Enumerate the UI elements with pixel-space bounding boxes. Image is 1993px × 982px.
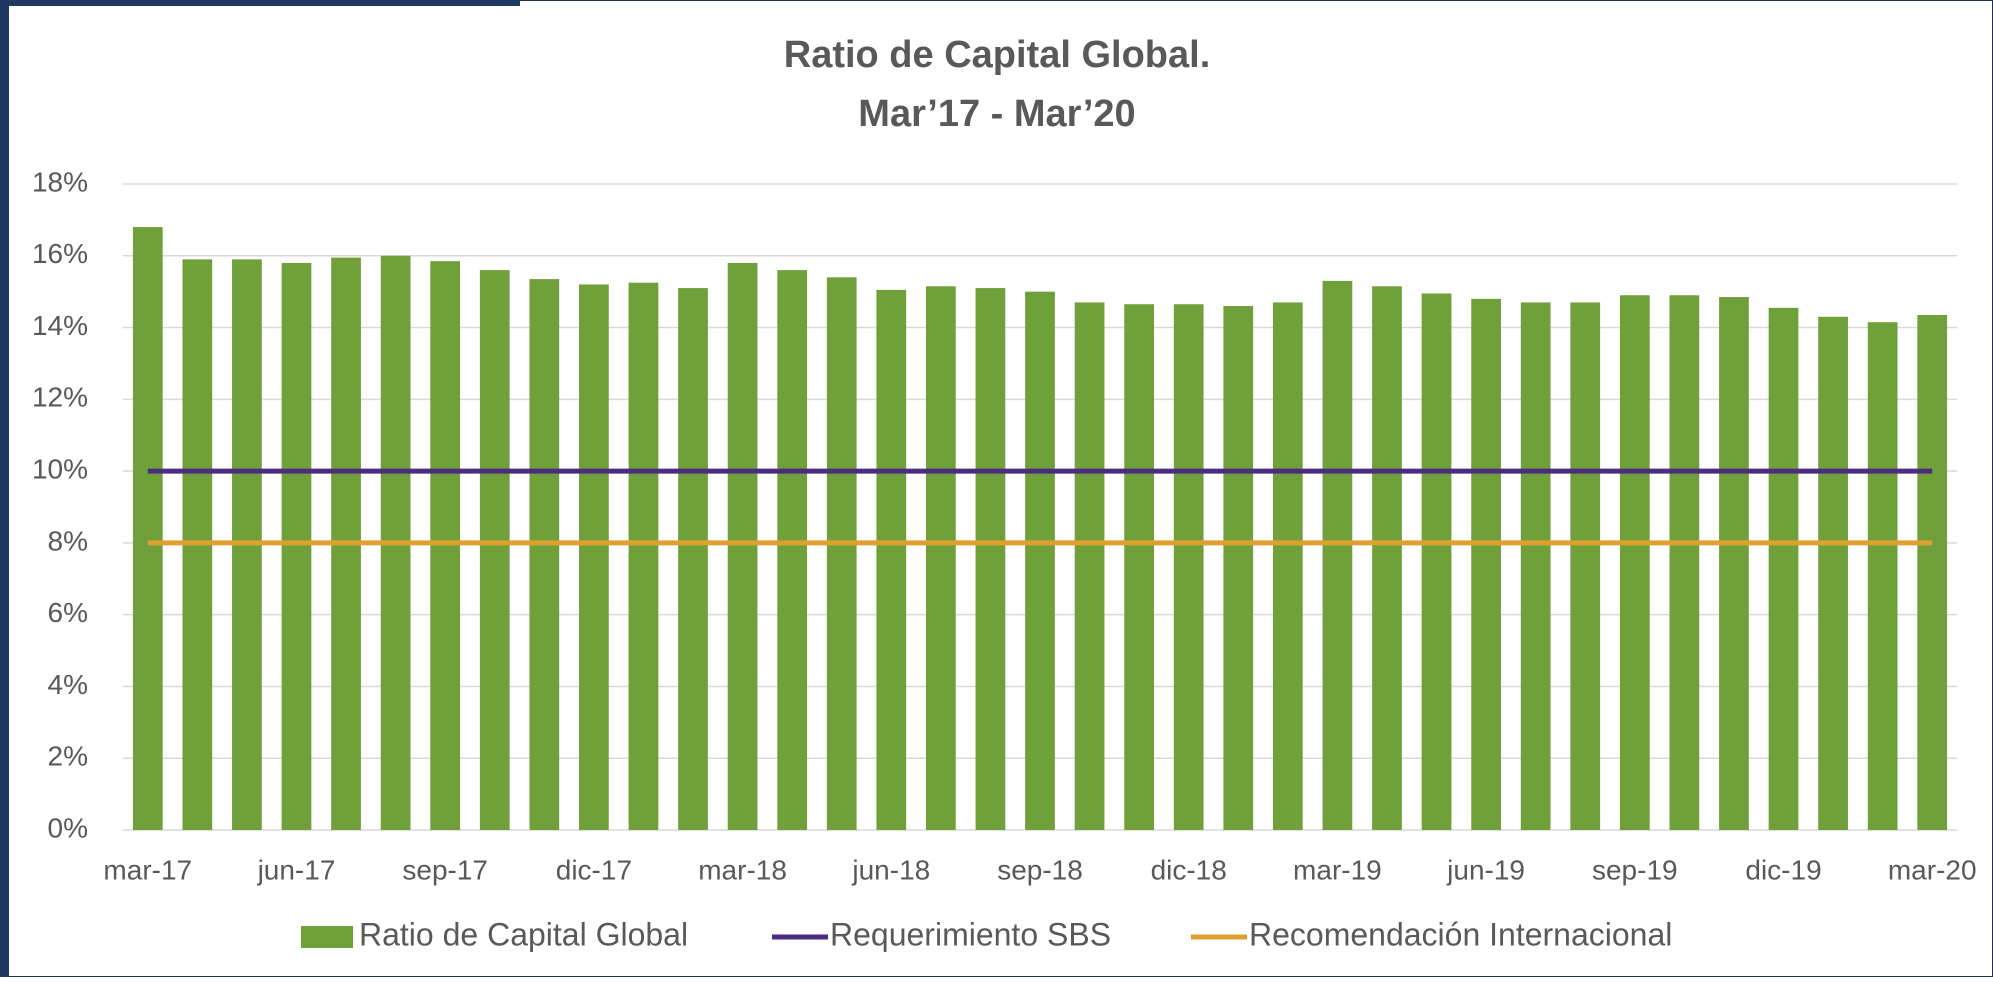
bar [1372, 286, 1402, 830]
bar [1471, 298, 1501, 830]
y-tick-label: 4% [48, 669, 88, 700]
x-tick-label: sep-19 [1592, 854, 1678, 885]
x-tick-label: dic-17 [556, 854, 632, 885]
bar [727, 262, 758, 830]
x-tick-label: dic-19 [1745, 854, 1821, 885]
legend-swatch [301, 926, 353, 948]
bar [678, 288, 708, 831]
y-tick-label: 14% [32, 310, 88, 341]
y-tick-label: 2% [48, 741, 88, 772]
y-tick-label: 16% [32, 238, 88, 269]
x-tick-label: mar-20 [1888, 854, 1977, 885]
bar [1025, 291, 1055, 831]
y-tick-label: 0% [48, 812, 88, 843]
bar [777, 270, 808, 831]
bar [1917, 314, 1948, 830]
bar [925, 286, 956, 830]
legend-label: Requerimiento SBS [830, 916, 1111, 952]
x-tick-label: sep-17 [402, 854, 488, 885]
y-tick-label: 18% [32, 166, 88, 197]
bar [1223, 306, 1254, 830]
legend-label: Ratio de Capital Global [359, 916, 688, 952]
bar [1074, 302, 1105, 830]
y-tick-label: 12% [32, 382, 88, 413]
bar [1272, 302, 1303, 830]
bar [628, 282, 659, 830]
x-tick-label: jun-18 [851, 854, 930, 885]
y-tick-label: 8% [48, 525, 88, 556]
bar [876, 289, 907, 831]
bar [1124, 304, 1155, 830]
x-tick-label: dic-18 [1151, 854, 1227, 885]
chart-subtitle: Mar’17 - Mar’20 [858, 93, 1135, 135]
x-tick-label: mar-17 [103, 854, 192, 885]
bar [1173, 304, 1204, 830]
bar [1768, 307, 1799, 831]
bar [1421, 293, 1452, 830]
bar [281, 262, 312, 830]
y-tick-label: 10% [32, 454, 88, 485]
bar [1322, 280, 1353, 830]
frame-edge [0, 0, 9, 977]
bar [479, 270, 510, 831]
bar [1570, 302, 1601, 830]
x-tick-label: mar-18 [698, 854, 787, 885]
bar [1719, 297, 1749, 830]
bar [1669, 295, 1700, 830]
y-tick-label: 6% [48, 597, 88, 628]
bar [826, 277, 857, 830]
bar [132, 227, 163, 831]
bar [1867, 322, 1898, 830]
x-tick-label: jun-19 [1446, 854, 1525, 885]
frame-top [0, 0, 520, 6]
bar [975, 288, 1006, 831]
legend-label: Recomendación Internacional [1249, 916, 1672, 952]
x-tick-label: mar-19 [1293, 854, 1382, 885]
bar [1818, 316, 1848, 830]
x-tick-label: jun-17 [257, 854, 336, 885]
x-tick-label: sep-18 [997, 854, 1083, 885]
bar [430, 261, 461, 830]
bar [1520, 302, 1551, 830]
bar [529, 279, 560, 830]
bar [579, 284, 609, 830]
bar [1619, 295, 1650, 830]
chart-title: Ratio de Capital Global. [784, 34, 1211, 76]
